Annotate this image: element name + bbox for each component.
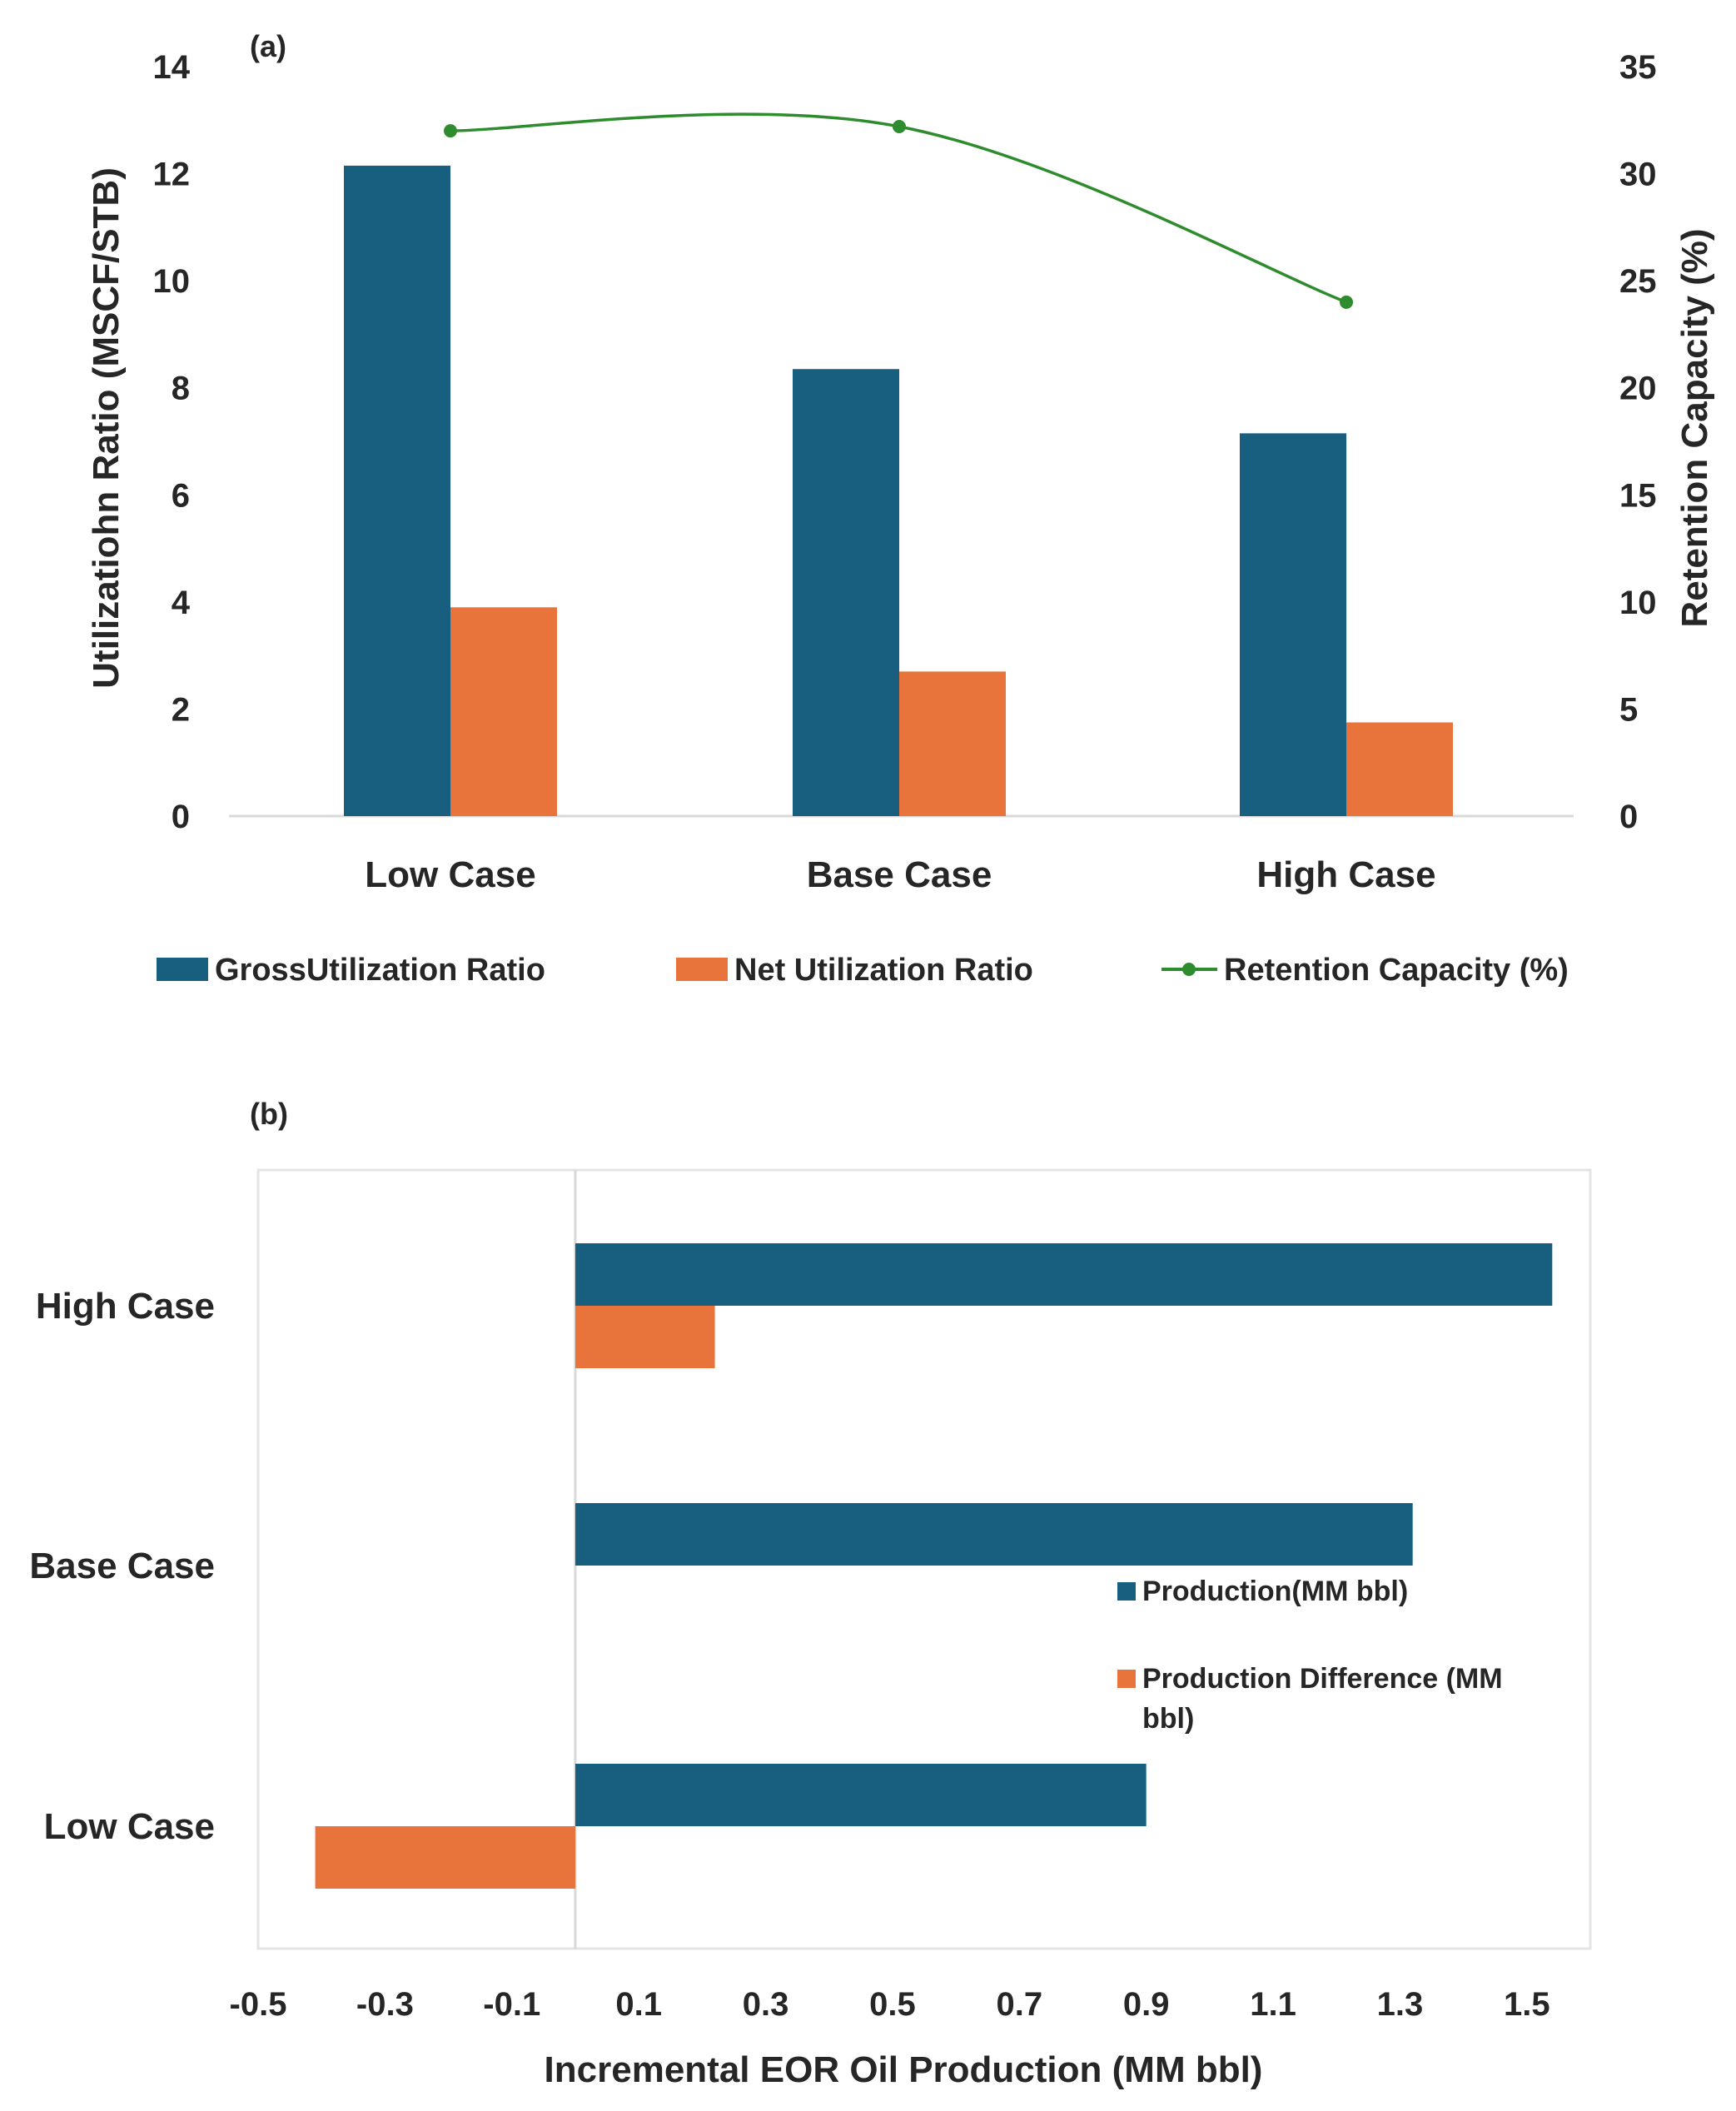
legend-label-net: Net Utilization Ratio (734, 953, 1033, 988)
panel-label-b: (b) (250, 1097, 288, 1131)
chart-a-y2-tick-label: 0 (1619, 799, 1638, 835)
bar-difference-low-case (315, 1826, 575, 1889)
chart-a-left-ticks: 0 2 4 6 8 10 12 14 (153, 49, 191, 835)
chart-a-y-tick-label: 0 (172, 799, 190, 835)
chart-b-x-ticks: -0.5 -0.3 -0.1 0.1 0.3 0.5 0.7 0.9 1.1 1.3 1.5 (230, 1986, 1550, 2023)
chart-b-x-tick-label: 1.5 (1504, 1986, 1550, 2023)
chart-a-legend: GrossUtilization Ratio Net Utilization R… (157, 953, 1569, 988)
chart-a: (a) 0 2 4 6 8 10 12 14 0 5 10 15 20 25 30 35 Low Case B… (86, 29, 1715, 988)
chart-a-y2-tick-label: 15 (1619, 477, 1657, 514)
legend-swatch-production (1117, 1582, 1136, 1601)
legend-swatch-difference (1117, 1670, 1136, 1688)
chart-b-category-label: Base Case (29, 1546, 215, 1586)
chart-a-line-series (444, 112, 1353, 309)
chart-a-y-tick-label: 12 (153, 157, 191, 193)
legend-marker-retention (1182, 963, 1196, 976)
chart-b-x-tick-label: 0.7 (996, 1986, 1042, 2023)
chart-a-y-tick-label: 2 (172, 691, 190, 728)
chart-a-y2-axis-title: Retention Capacity (%) (1674, 228, 1715, 627)
chart-a-y-tick-label: 10 (153, 263, 191, 300)
bar-gross-base-case (793, 369, 899, 816)
chart-a-y-tick-label: 4 (172, 585, 191, 621)
chart-b-x-tick-label: 0.9 (1123, 1986, 1170, 2023)
chart-a-y-tick-label: 14 (153, 49, 191, 86)
chart-b-x-tick-label: 1.3 (1377, 1986, 1424, 2023)
bar-net-base-case (899, 671, 1006, 816)
chart-a-y2-tick-label: 10 (1619, 585, 1657, 621)
chart-a-y-tick-label: 8 (172, 371, 190, 407)
chart-b-x-tick-label: 0.3 (743, 1986, 789, 2023)
bar-net-high-case (1346, 722, 1453, 816)
legend-label-difference-line2: bbl) (1142, 1703, 1194, 1735)
legend-label-gross: GrossUtilization Ratio (215, 953, 545, 988)
chart-b-x-tick-label: 0.1 (615, 1986, 662, 2023)
bar-gross-low-case (344, 165, 450, 816)
chart-b-plot-frame (256, 1168, 1592, 1950)
chart-b-bars (315, 1243, 1553, 1889)
chart-a-category-label: Low Case (365, 854, 535, 895)
chart-b-x-tick-label: 1.1 (1250, 1986, 1296, 2023)
panel-label-a: (a) (250, 29, 286, 63)
chart-b: (b) -0.5 -0.3 -0.1 0.1 0.3 0.5 0.7 0.9 1.1 1.3 1.5… (29, 1097, 1592, 2090)
retention-marker-base-case (893, 120, 906, 133)
chart-a-category-label: High Case (1256, 854, 1435, 895)
retention-marker-high-case (1340, 295, 1353, 309)
chart-b-x-tick-label: -0.1 (483, 1986, 540, 2023)
chart-a-y2-tick-label: 20 (1619, 371, 1657, 407)
bar-production-low-case (575, 1764, 1147, 1826)
chart-b-legend: Production(MM bbl) Production Difference… (1117, 1576, 1510, 1735)
legend-label-production: Production(MM bbl) (1142, 1576, 1408, 1607)
legend-label-retention: Retention Capacity (%) (1224, 953, 1569, 988)
chart-a-y-tick-label: 6 (172, 477, 190, 514)
chart-b-x-axis-title: Incremental EOR Oil Production (MM bbl) (545, 2049, 1263, 2090)
retention-marker-low-case (444, 124, 457, 138)
chart-a-category-label: Base Case (807, 854, 992, 895)
chart-a-bars (344, 165, 1453, 816)
bar-difference-high-case (575, 1306, 715, 1368)
chart-a-y2-tick-label: 35 (1619, 49, 1657, 86)
chart-a-y2-tick-label: 5 (1619, 691, 1638, 728)
retention-line (450, 112, 1347, 304)
legend-swatch-gross (157, 958, 208, 981)
legend-swatch-net (676, 958, 728, 981)
bar-production-high-case (575, 1243, 1553, 1306)
chart-b-x-tick-label: 0.5 (869, 1986, 916, 2023)
legend-label-difference-line1: Production Difference (MM (1142, 1663, 1503, 1695)
chart-a-y2-tick-label: 25 (1619, 263, 1657, 300)
chart-a-y-axis-title: Utilizatiohn Ratio (MSCF/STB) (86, 167, 127, 689)
bar-gross-high-case (1240, 433, 1346, 816)
bar-production-base-case (575, 1503, 1413, 1566)
chart-b-x-tick-label: -0.3 (356, 1986, 414, 2023)
legend-label-difference: Production Difference (MM bbl) (1142, 1663, 1510, 1735)
chart-a-right-ticks: 0 5 10 15 20 25 30 35 (1619, 49, 1657, 835)
chart-b-category-label: High Case (36, 1286, 215, 1327)
chart-a-category-labels: Low Case Base Case High Case (365, 854, 1435, 895)
bar-net-low-case (450, 607, 557, 816)
chart-a-y2-tick-label: 30 (1619, 157, 1657, 193)
chart-b-x-tick-label: -0.5 (230, 1986, 287, 2023)
chart-b-category-label: Low Case (44, 1806, 215, 1847)
chart-b-category-labels: High Case Base Case Low Case (29, 1286, 215, 1847)
